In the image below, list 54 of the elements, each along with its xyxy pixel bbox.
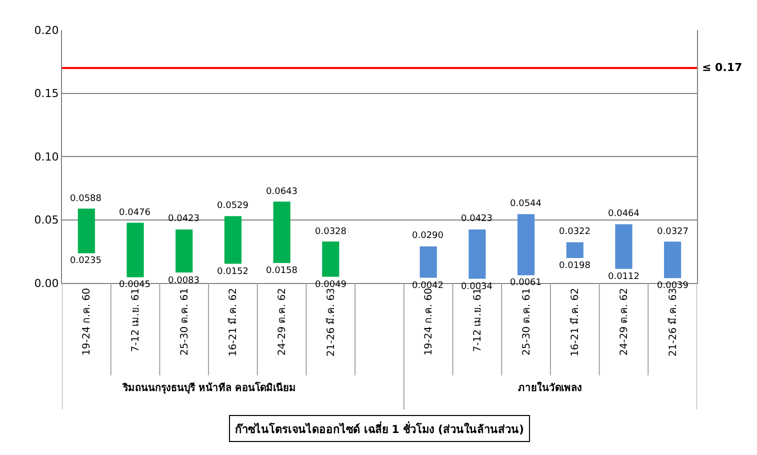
annotation: 0.0049 [315, 280, 347, 290]
bar [468, 229, 486, 279]
annotation: 0.0327 [657, 227, 688, 237]
bar [126, 222, 144, 278]
annotation: 0.0290 [412, 231, 444, 241]
ref-line-label: ≤ 0.17 [702, 61, 742, 74]
annotation: 0.0423 [168, 214, 200, 224]
text: ภายในวัดเพลง [518, 381, 582, 394]
annotation: 0.0476 [119, 208, 151, 218]
y-tick-label: 0.05 [34, 214, 59, 227]
annotation: 0.0544 [510, 199, 542, 209]
x-tick-label: 25-30 ต.ค. 61 [179, 288, 190, 356]
x-tick-label: 19-24 ก.ค. 60 [82, 288, 93, 356]
bar [78, 208, 95, 254]
annotation: 0.0235 [70, 256, 102, 266]
y-tick-label: 0.00 [34, 276, 59, 290]
annotation: 0.0322 [559, 227, 590, 237]
x-tick-label: 21-26 มี.ค. 63 [324, 288, 337, 356]
annotation: 0.0588 [70, 194, 102, 204]
annotation: 0.0061 [510, 278, 542, 288]
bar [566, 242, 584, 258]
annotation: 0.0529 [217, 201, 249, 211]
y-tick-label: 0.10 [34, 150, 59, 164]
annotation: 0.0464 [608, 209, 640, 219]
text: ริมถนนกรุงธนบุรี หน้าทีล คอนโดมิเนียม [122, 381, 296, 394]
x-tick-label: 16-21 มี.ค. 62 [227, 288, 240, 356]
x-tick-label: 7-12 เม.ย. 61 [130, 288, 142, 352]
x-tick-label: 21-26 มี.ค. 63 [666, 288, 679, 356]
bar [176, 229, 193, 272]
bar [615, 224, 632, 269]
annotation: 0.0083 [168, 276, 200, 286]
annotation: 0.0045 [119, 280, 150, 290]
annotation: 0.0158 [266, 266, 298, 276]
bar [517, 214, 535, 276]
bar [224, 216, 242, 264]
annotation: 0.0328 [315, 227, 347, 237]
y-tick-label: 0.15 [34, 87, 59, 100]
x-tick-label: 25-30 ต.ค. 61 [521, 288, 532, 356]
x-tick-label: 24-29 ต.ค. 62 [277, 288, 288, 356]
x-tick-label: 19-24 ก.ค. 60 [424, 288, 435, 356]
x-tick-label: 7-12 เม.ย. 61 [472, 288, 484, 352]
y-tick-label: 0.20 [34, 24, 59, 37]
annotation: 0.0423 [461, 214, 492, 224]
annotation: 0.0198 [559, 261, 591, 271]
x-tick-label: 16-21 มี.ค. 62 [569, 288, 582, 356]
bar [322, 242, 340, 277]
text: ก๊าซไนโตรเจนไดออกไซด์ เฉลี่ย 1 ชั่วโมง (ส่วนในล้านส่วน) [235, 421, 524, 436]
x-tick-label: 24-29 ต.ค. 62 [618, 288, 630, 356]
bar [420, 246, 437, 278]
bar [273, 202, 290, 264]
annotation: 0.0152 [217, 267, 248, 277]
bar [664, 242, 682, 278]
annotation: 0.0112 [608, 272, 640, 282]
annotation: 0.0643 [266, 187, 298, 197]
